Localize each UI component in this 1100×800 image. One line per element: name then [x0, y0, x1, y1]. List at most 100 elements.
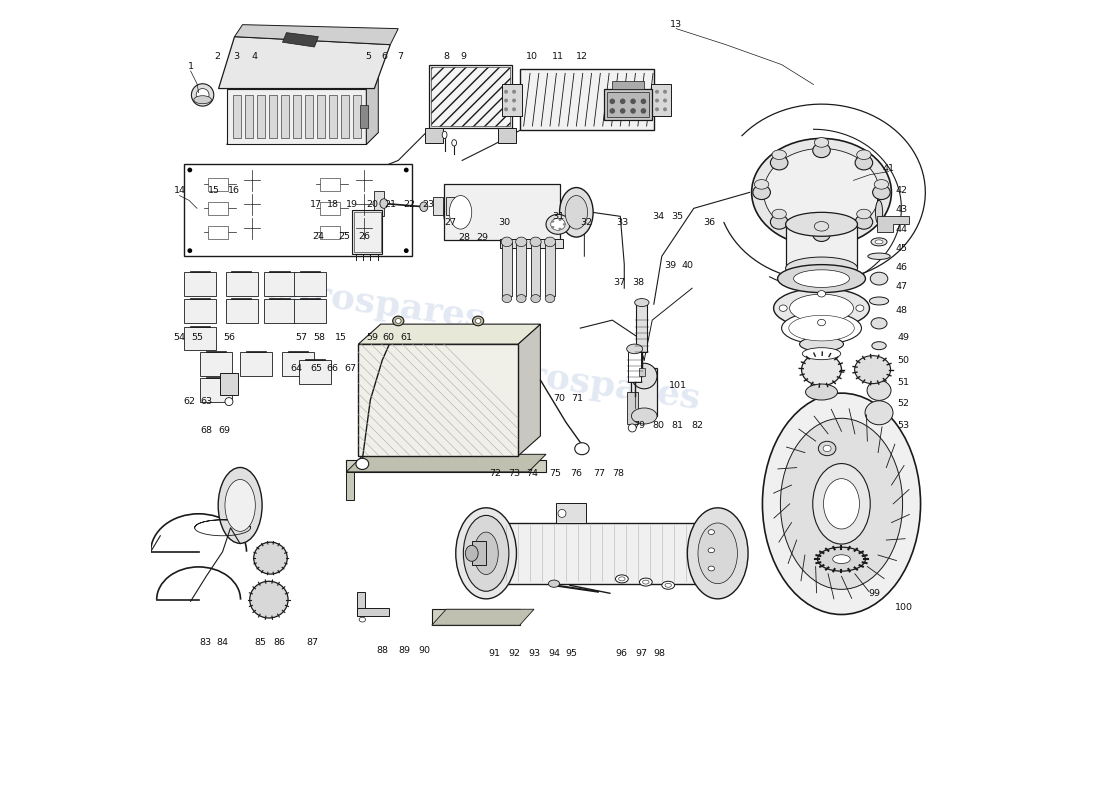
Text: eurospares: eurospares	[476, 352, 703, 417]
Text: 41: 41	[882, 164, 894, 173]
Ellipse shape	[688, 508, 748, 599]
Ellipse shape	[504, 98, 508, 102]
Ellipse shape	[563, 223, 566, 226]
Bar	[283, 352, 315, 376]
Ellipse shape	[876, 200, 882, 224]
Bar	[360, 106, 367, 128]
Ellipse shape	[359, 618, 365, 622]
Ellipse shape	[565, 195, 587, 229]
Text: 99: 99	[868, 589, 880, 598]
Ellipse shape	[356, 458, 369, 470]
Ellipse shape	[790, 294, 854, 322]
Ellipse shape	[856, 305, 864, 311]
Ellipse shape	[708, 566, 715, 571]
Ellipse shape	[802, 348, 840, 360]
Ellipse shape	[194, 96, 211, 104]
Text: 73: 73	[508, 469, 520, 478]
Ellipse shape	[393, 316, 404, 326]
Bar	[546, 242, 554, 296]
Text: 10: 10	[526, 52, 538, 61]
Text: 40: 40	[681, 262, 693, 270]
Ellipse shape	[817, 547, 866, 571]
Polygon shape	[219, 37, 390, 89]
Ellipse shape	[654, 107, 659, 111]
Bar	[184, 299, 217, 323]
Text: 5: 5	[365, 52, 371, 61]
Text: 63: 63	[200, 397, 212, 406]
Ellipse shape	[218, 467, 262, 543]
Ellipse shape	[855, 215, 872, 229]
Text: 75: 75	[550, 469, 562, 478]
Text: 22: 22	[404, 200, 416, 209]
Ellipse shape	[874, 179, 889, 189]
Ellipse shape	[630, 98, 636, 104]
Text: 54: 54	[174, 334, 186, 342]
Ellipse shape	[504, 90, 508, 94]
Ellipse shape	[546, 214, 570, 234]
Bar	[184, 326, 217, 350]
Text: 78: 78	[612, 469, 624, 478]
Ellipse shape	[817, 290, 825, 297]
Text: 66: 66	[327, 363, 339, 373]
Text: 91: 91	[488, 650, 501, 658]
Bar	[200, 352, 232, 376]
Ellipse shape	[855, 155, 872, 170]
Text: 21: 21	[384, 200, 396, 209]
Ellipse shape	[450, 195, 472, 229]
Text: 77: 77	[594, 469, 605, 478]
Text: 50: 50	[898, 355, 910, 365]
Ellipse shape	[404, 248, 408, 253]
Text: 101: 101	[669, 381, 686, 390]
Text: 67: 67	[344, 363, 356, 373]
Ellipse shape	[752, 185, 770, 199]
Bar	[280, 95, 289, 138]
Text: 29: 29	[476, 233, 488, 242]
Text: 92: 92	[509, 650, 521, 658]
Ellipse shape	[187, 248, 192, 253]
Text: 16: 16	[228, 186, 240, 195]
Ellipse shape	[870, 272, 888, 285]
Text: 59: 59	[366, 334, 378, 342]
Bar	[226, 299, 257, 323]
Text: 24: 24	[312, 232, 324, 241]
Text: 11: 11	[552, 52, 564, 61]
Bar	[500, 238, 563, 248]
Text: 93: 93	[528, 650, 540, 658]
Bar	[627, 392, 638, 424]
Ellipse shape	[773, 288, 869, 328]
Polygon shape	[359, 324, 540, 344]
Text: 26: 26	[359, 232, 371, 241]
Polygon shape	[878, 216, 910, 232]
Bar	[208, 202, 228, 214]
Ellipse shape	[654, 90, 659, 94]
Text: 49: 49	[898, 334, 910, 342]
Text: 80: 80	[652, 421, 664, 430]
Ellipse shape	[663, 98, 667, 102]
Ellipse shape	[813, 143, 830, 158]
Text: 37: 37	[614, 278, 626, 287]
Bar	[447, 197, 455, 214]
Text: 95: 95	[565, 650, 578, 658]
Ellipse shape	[551, 220, 554, 222]
Text: 60: 60	[383, 334, 395, 342]
Text: 6: 6	[381, 52, 387, 61]
Ellipse shape	[502, 237, 513, 246]
Text: eurospares: eurospares	[261, 272, 487, 337]
Text: 69: 69	[218, 426, 230, 435]
Text: 18: 18	[327, 200, 339, 209]
Bar	[305, 95, 312, 138]
Ellipse shape	[560, 187, 593, 237]
Ellipse shape	[516, 237, 527, 246]
Ellipse shape	[698, 523, 737, 584]
Bar	[233, 95, 241, 138]
Bar	[556, 503, 586, 523]
Ellipse shape	[871, 318, 887, 329]
Ellipse shape	[187, 168, 192, 172]
Ellipse shape	[609, 108, 615, 114]
Text: 98: 98	[653, 650, 666, 658]
Ellipse shape	[513, 90, 516, 94]
Ellipse shape	[785, 257, 858, 279]
Text: 58: 58	[314, 334, 326, 342]
Ellipse shape	[404, 168, 408, 172]
Ellipse shape	[789, 315, 855, 341]
